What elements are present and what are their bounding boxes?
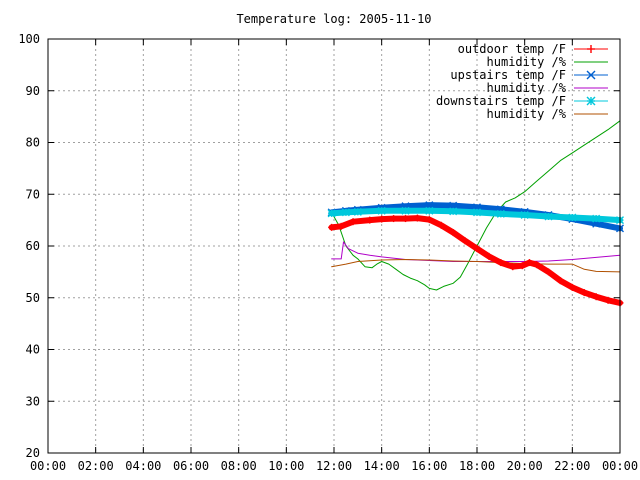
legend-label: downstairs temp /F <box>436 94 566 108</box>
marker-stroke <box>327 209 336 218</box>
legend-marker <box>586 96 596 106</box>
legend-label: humidity /% <box>487 55 567 69</box>
x-tick-label: 00:00 <box>30 459 66 473</box>
data-point-0 <box>485 252 493 260</box>
x-tick-label: 12:00 <box>316 459 352 473</box>
x-tick-label: 10:00 <box>268 459 304 473</box>
data-series <box>327 120 624 307</box>
data-point-0 <box>366 216 374 224</box>
legend-label: upstairs temp /F <box>450 68 566 82</box>
legend-label: humidity /% <box>487 107 567 121</box>
y-tick-label: 30 <box>26 394 40 408</box>
x-tick-label: 08:00 <box>221 459 257 473</box>
data-point-0 <box>378 215 386 223</box>
data-point-0 <box>568 283 576 291</box>
series-line-5 <box>331 259 621 273</box>
data-point-4 <box>377 206 386 215</box>
data-point-4 <box>520 210 529 219</box>
y-tick-label: 60 <box>26 239 40 253</box>
legend-label: humidity /% <box>487 81 567 95</box>
x-tick-label: 02:00 <box>78 459 114 473</box>
data-point-0 <box>518 262 526 270</box>
data-point-0 <box>349 218 357 226</box>
y-tick-label: 80 <box>26 136 40 150</box>
data-point-4 <box>327 209 336 218</box>
marker-stroke <box>377 206 386 215</box>
y-tick-label: 100 <box>18 32 40 46</box>
data-point-2 <box>449 201 458 210</box>
series-line-1 <box>331 120 621 291</box>
x-tick-label: 22:00 <box>554 459 590 473</box>
data-point-0 <box>580 289 588 297</box>
data-point-0 <box>449 229 457 237</box>
data-point-4 <box>353 207 362 216</box>
y-tick-label: 70 <box>26 187 40 201</box>
marker-stroke <box>473 208 481 217</box>
x-tick-label: 14:00 <box>364 459 400 473</box>
marker-stroke <box>425 206 434 215</box>
marker-stroke <box>449 201 458 210</box>
x-tick-label: 06:00 <box>173 459 209 473</box>
x-tick-label: 00:00 <box>602 459 638 473</box>
marker-stroke <box>353 207 362 216</box>
y-tick-label: 50 <box>26 291 40 305</box>
marker-stroke <box>544 212 553 221</box>
x-tick-label: 18:00 <box>459 459 495 473</box>
data-point-0 <box>461 237 469 245</box>
legend-label: outdoor temp /F <box>458 42 566 56</box>
x-tick-label: 20:00 <box>507 459 543 473</box>
marker-stroke <box>520 210 529 219</box>
data-point-4 <box>544 212 553 221</box>
data-point-0 <box>413 214 421 222</box>
data-point-4 <box>401 206 410 215</box>
data-point-4 <box>592 214 601 223</box>
marker-stroke <box>425 201 434 210</box>
data-point-4 <box>425 206 434 215</box>
data-point-4 <box>341 208 350 217</box>
data-point-0 <box>604 296 612 304</box>
marker-stroke <box>586 70 596 80</box>
data-point-0 <box>592 293 600 301</box>
data-point-4 <box>473 208 481 217</box>
data-point-0 <box>337 222 345 230</box>
data-point-0 <box>525 259 533 267</box>
y-tick-label: 40 <box>26 343 40 357</box>
data-point-4 <box>568 213 577 222</box>
data-point-0 <box>328 223 336 231</box>
legend-marker <box>587 45 595 53</box>
y-tick-label: 90 <box>26 84 40 98</box>
data-point-0 <box>556 277 564 285</box>
marker-stroke <box>401 206 410 215</box>
marker-stroke <box>586 96 596 106</box>
marker-stroke <box>449 207 458 216</box>
data-point-0 <box>533 261 541 269</box>
marker-stroke <box>341 208 350 217</box>
marker-stroke <box>496 209 505 218</box>
data-point-0 <box>437 221 445 229</box>
data-point-0 <box>390 215 398 223</box>
x-tick-label: 16:00 <box>411 459 447 473</box>
data-point-0 <box>473 245 481 253</box>
data-point-0 <box>402 215 409 223</box>
data-point-2 <box>425 201 434 210</box>
data-point-4 <box>496 209 505 218</box>
series-line-4 <box>328 207 623 224</box>
data-point-4 <box>449 207 458 216</box>
data-point-0 <box>497 259 505 267</box>
marker-stroke <box>592 214 601 223</box>
legend-marker <box>586 70 596 80</box>
chart-title: Temperature log: 2005-11-10 <box>236 12 431 26</box>
axis-ticks: 20 30 40 50 60 70 80 90 100 00:00 02:00 04:00 06:00 0… <box>18 32 638 473</box>
data-point-0 <box>509 263 517 271</box>
x-tick-label: 04:00 <box>125 459 161 473</box>
marker-stroke <box>568 213 577 222</box>
y-tick-label: 20 <box>26 446 40 460</box>
data-point-0 <box>545 268 552 276</box>
data-point-0 <box>425 216 433 224</box>
